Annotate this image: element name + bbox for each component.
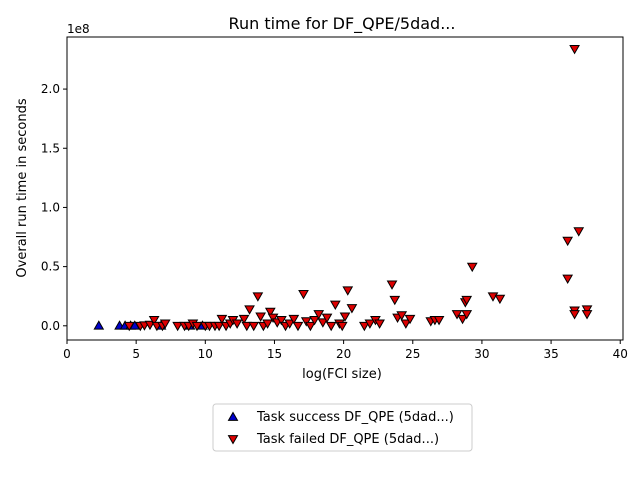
y-axis-label: Overall run time in seconds xyxy=(15,98,30,277)
y-axis-offset-text: 1e8 xyxy=(67,22,90,36)
legend-marker-success xyxy=(227,411,239,421)
x-axis-ticks: 0 5 10 15 20 25 30 35 40 xyxy=(63,340,628,361)
data-point xyxy=(342,286,354,296)
data-point xyxy=(172,321,184,332)
x-tick-label: 20 xyxy=(336,347,351,361)
data-point xyxy=(309,316,320,326)
data-point xyxy=(386,280,398,290)
x-tick-label: 0 xyxy=(63,347,71,361)
y-tick-label: 1.5 xyxy=(41,141,60,155)
x-tick-label: 5 xyxy=(132,347,140,361)
data-point xyxy=(298,289,309,300)
data-points xyxy=(93,44,593,332)
x-tick-label: 35 xyxy=(543,347,558,361)
y-tick-label: 1.0 xyxy=(41,200,60,214)
data-point xyxy=(364,319,376,329)
data-point xyxy=(581,310,593,320)
data-point xyxy=(562,236,574,247)
data-point xyxy=(325,321,337,332)
legend-marker-shape xyxy=(227,435,239,445)
data-point xyxy=(276,316,287,326)
y-tick-label: 0.5 xyxy=(41,260,60,274)
x-tick-label: 10 xyxy=(198,347,213,361)
data-point xyxy=(313,310,325,320)
data-point xyxy=(581,305,593,315)
data-point xyxy=(244,305,255,315)
data-point xyxy=(461,310,473,320)
data-point xyxy=(494,294,506,305)
data-point xyxy=(321,313,333,324)
legend: Task success DF_QPE (5dad...) Task faile… xyxy=(212,403,473,452)
data-point xyxy=(262,319,273,329)
data-point xyxy=(573,227,585,237)
x-axis-label: log(FCI size) xyxy=(302,367,382,382)
data-point xyxy=(461,295,473,306)
x-tick-label: 15 xyxy=(267,347,282,361)
data-point xyxy=(569,44,580,55)
data-point xyxy=(569,310,580,320)
chart-title: Run time for DF_QPE/5dad... xyxy=(229,14,456,34)
data-point xyxy=(329,300,341,310)
data-point xyxy=(359,321,370,332)
data-point xyxy=(433,316,445,326)
data-point xyxy=(191,321,203,332)
data-point xyxy=(400,319,412,329)
data-point xyxy=(213,321,225,332)
data-point xyxy=(255,312,266,322)
data-point xyxy=(267,313,279,324)
data-point xyxy=(241,321,253,332)
data-point xyxy=(231,319,243,329)
data-point xyxy=(216,314,228,325)
y-axis-ticks: 0.0 0.5 1.0 1.5 2.0 xyxy=(41,82,67,333)
data-point xyxy=(248,321,260,332)
data-point xyxy=(159,319,171,329)
data-point xyxy=(396,311,408,321)
plot-area-frame xyxy=(66,36,624,341)
data-point xyxy=(252,292,264,302)
legend-marker-shape xyxy=(227,411,239,421)
data-point xyxy=(305,321,316,332)
data-point xyxy=(336,321,348,332)
series-failed xyxy=(123,44,593,332)
legend-label-success: Task success DF_QPE (5dad...) xyxy=(256,410,454,425)
data-point xyxy=(144,320,156,331)
x-tick-label: 25 xyxy=(405,347,420,361)
data-point xyxy=(339,312,351,322)
legend-marker-failed xyxy=(227,435,239,445)
x-tick-label: 40 xyxy=(613,347,628,361)
data-point xyxy=(466,262,478,273)
data-point xyxy=(238,314,250,325)
y-tick-label: 2.0 xyxy=(41,82,60,96)
data-point xyxy=(389,295,401,306)
data-point xyxy=(374,319,385,329)
x-tick-label: 30 xyxy=(474,347,489,361)
legend-label-failed: Task failed DF_QPE (5dad...) xyxy=(256,432,439,447)
data-point xyxy=(457,314,468,325)
data-point xyxy=(562,274,574,284)
data-point xyxy=(451,310,463,320)
data-point xyxy=(284,319,296,329)
data-point xyxy=(264,307,276,318)
data-point xyxy=(300,317,312,327)
data-point xyxy=(346,304,358,314)
data-point xyxy=(288,314,300,325)
data-point xyxy=(93,320,105,330)
data-point xyxy=(292,321,304,332)
data-point xyxy=(404,314,416,325)
legend-frame xyxy=(212,403,473,452)
data-point xyxy=(317,318,329,328)
data-point xyxy=(148,316,160,326)
y-tick-label: 0.0 xyxy=(41,319,60,333)
data-point xyxy=(123,321,135,332)
